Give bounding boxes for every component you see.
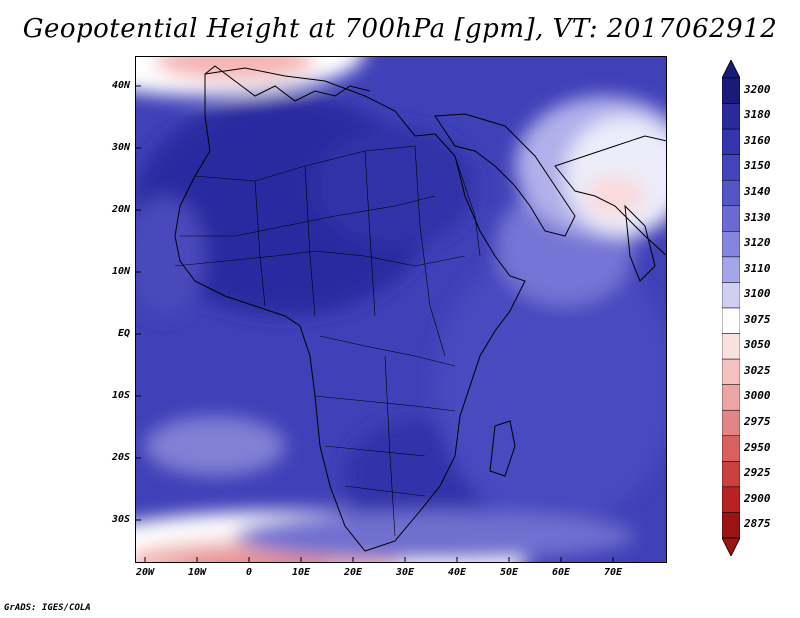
lat-label: 40N	[111, 80, 130, 91]
lon-label: 20E	[343, 567, 363, 578]
colorbar-swatch	[722, 231, 740, 258]
colorbar-swatch	[722, 435, 740, 462]
lon-label: 20W	[135, 567, 155, 578]
lon-label: 10W	[187, 567, 207, 578]
map-frame	[135, 56, 667, 563]
colorbar-swatch	[722, 461, 740, 488]
colorbar-level-label: 3180	[744, 108, 771, 122]
colorbar-level-label: 3150	[744, 159, 771, 173]
lat-label: 20N	[111, 204, 130, 215]
colorbar-level-label: 2875	[744, 517, 771, 531]
colorbar-level-label: 3120	[744, 236, 771, 250]
country-borders	[174, 145, 481, 537]
lon-label: 10E	[291, 567, 311, 578]
colorbar-level-label: 3160	[744, 133, 771, 147]
geopotential-map	[135, 56, 667, 563]
colorbar-level-label: 3100	[744, 287, 771, 301]
colorbar-swatch	[722, 358, 740, 385]
lat-label: 30S	[111, 514, 130, 525]
axis-ticks	[135, 85, 614, 563]
lat-label: 10S	[111, 390, 130, 401]
lat-label: 30N	[111, 142, 130, 153]
colorbar-swatch	[722, 512, 740, 539]
colorbar-level-label: 2925	[744, 466, 771, 480]
colorbar-swatch	[722, 179, 740, 207]
colorbar-swatch	[722, 154, 740, 181]
colorbar-swatch	[722, 77, 740, 104]
lon-label: 70E	[603, 567, 623, 578]
colorbar-swatch	[722, 307, 740, 334]
colorbar-level-label: 2950	[744, 440, 771, 454]
colorbar-level-label: 3140	[744, 185, 771, 198]
coastlines	[174, 65, 667, 552]
lon-label: 60E	[551, 567, 571, 578]
colorbar-level-label: 3110	[744, 261, 771, 275]
colorbar-top-arrow	[722, 60, 740, 79]
colorbar-level-label: 3050	[744, 338, 771, 352]
colorbar-swatch	[722, 333, 740, 360]
lat-label: EQ	[117, 328, 130, 339]
lat-label: 20S	[111, 452, 130, 463]
colorbar-level-label: 3025	[744, 363, 771, 377]
colorbar-level-label: 3200	[744, 82, 771, 96]
map-panel	[135, 56, 667, 563]
colorbar-swatch	[722, 128, 740, 155]
colorbar-swatch	[722, 409, 740, 437]
lat-label: 10N	[111, 266, 130, 277]
lon-label: 40E	[447, 567, 467, 578]
lon-label: 0	[245, 567, 253, 578]
colorbar-bottom-arrow	[722, 537, 740, 556]
grads-credit: GrADS: IGES/COLA	[4, 603, 91, 613]
colorbar-level-label: 3130	[744, 210, 771, 224]
colorbar-level-label: 2975	[744, 415, 771, 428]
lon-label: 50E	[499, 567, 519, 578]
colorbar-level-label: 3000	[744, 389, 771, 403]
colorbar-swatch	[722, 103, 740, 130]
colorbar-level-label: 3075	[744, 312, 771, 326]
colorbar-swatch	[722, 486, 740, 513]
colorbar-swatch	[722, 282, 740, 309]
colorbar-swatch	[722, 205, 740, 232]
colorbar-level-label: 2900	[744, 491, 771, 505]
colorbar	[722, 60, 740, 556]
colorbar-swatch	[722, 256, 740, 283]
chart-title: Geopotential Height at 700hPa [gpm], VT:…	[22, 14, 778, 44]
height-field-shading	[135, 56, 667, 563]
lon-label: 30E	[395, 567, 415, 578]
colorbar-swatch	[722, 384, 740, 411]
